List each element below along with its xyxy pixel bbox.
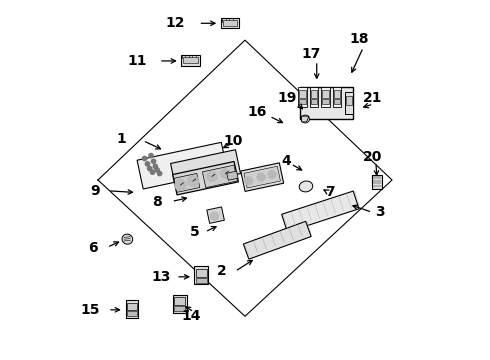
Text: 3: 3 bbox=[375, 205, 384, 219]
Circle shape bbox=[153, 164, 157, 168]
Polygon shape bbox=[174, 306, 185, 311]
Polygon shape bbox=[127, 303, 137, 310]
Text: 2: 2 bbox=[217, 265, 226, 278]
Circle shape bbox=[149, 153, 153, 158]
Ellipse shape bbox=[122, 234, 133, 244]
Polygon shape bbox=[241, 163, 284, 192]
Circle shape bbox=[157, 171, 162, 176]
Polygon shape bbox=[202, 165, 237, 188]
Polygon shape bbox=[322, 99, 329, 104]
Circle shape bbox=[175, 179, 186, 191]
Text: 16: 16 bbox=[248, 105, 267, 119]
Circle shape bbox=[147, 166, 152, 171]
Text: 17: 17 bbox=[302, 47, 321, 61]
Polygon shape bbox=[223, 21, 237, 26]
Polygon shape bbox=[171, 150, 241, 187]
Polygon shape bbox=[311, 90, 317, 98]
Polygon shape bbox=[344, 92, 353, 114]
Polygon shape bbox=[183, 57, 198, 63]
Circle shape bbox=[220, 168, 230, 179]
Polygon shape bbox=[334, 90, 340, 98]
Circle shape bbox=[245, 176, 253, 185]
Polygon shape bbox=[137, 142, 227, 189]
Polygon shape bbox=[301, 116, 309, 122]
Text: 21: 21 bbox=[363, 91, 382, 105]
Polygon shape bbox=[174, 174, 200, 192]
Polygon shape bbox=[321, 87, 330, 107]
Circle shape bbox=[151, 159, 156, 163]
Text: 11: 11 bbox=[128, 54, 147, 68]
Polygon shape bbox=[299, 99, 306, 104]
Polygon shape bbox=[299, 90, 306, 98]
Polygon shape bbox=[298, 87, 307, 107]
Polygon shape bbox=[244, 221, 311, 259]
Text: 6: 6 bbox=[88, 241, 98, 255]
Text: 9: 9 bbox=[90, 184, 100, 198]
Polygon shape bbox=[334, 99, 340, 104]
Polygon shape bbox=[221, 18, 239, 28]
Circle shape bbox=[150, 170, 155, 174]
Circle shape bbox=[143, 156, 147, 161]
Polygon shape bbox=[172, 295, 187, 313]
Text: 20: 20 bbox=[363, 150, 382, 164]
Text: 4: 4 bbox=[281, 154, 291, 168]
Text: 15: 15 bbox=[80, 303, 100, 317]
Circle shape bbox=[207, 171, 218, 182]
Polygon shape bbox=[346, 96, 352, 105]
Text: 14: 14 bbox=[181, 309, 201, 323]
Polygon shape bbox=[322, 90, 329, 98]
Polygon shape bbox=[196, 269, 207, 277]
Polygon shape bbox=[244, 166, 280, 188]
Polygon shape bbox=[227, 171, 238, 180]
Text: 18: 18 bbox=[349, 32, 369, 46]
Polygon shape bbox=[311, 99, 317, 104]
Polygon shape bbox=[310, 87, 318, 107]
Polygon shape bbox=[181, 55, 200, 66]
Ellipse shape bbox=[301, 115, 310, 123]
Circle shape bbox=[210, 212, 219, 221]
Circle shape bbox=[187, 175, 199, 187]
Ellipse shape bbox=[299, 181, 313, 192]
Polygon shape bbox=[333, 87, 341, 107]
Text: 7: 7 bbox=[325, 185, 335, 199]
Polygon shape bbox=[172, 162, 239, 195]
Text: 19: 19 bbox=[278, 91, 297, 105]
Text: 5: 5 bbox=[190, 225, 199, 239]
Polygon shape bbox=[372, 175, 382, 189]
Text: 13: 13 bbox=[151, 270, 171, 284]
Polygon shape bbox=[125, 301, 139, 318]
Text: 1: 1 bbox=[117, 132, 126, 146]
Circle shape bbox=[268, 170, 276, 179]
Polygon shape bbox=[207, 207, 224, 223]
Polygon shape bbox=[196, 278, 207, 283]
Circle shape bbox=[146, 162, 149, 166]
Text: 12: 12 bbox=[165, 16, 185, 30]
Polygon shape bbox=[300, 87, 353, 119]
Text: 10: 10 bbox=[224, 134, 243, 148]
Polygon shape bbox=[194, 266, 208, 284]
Circle shape bbox=[257, 173, 266, 181]
Polygon shape bbox=[127, 311, 137, 316]
Circle shape bbox=[155, 168, 159, 172]
Polygon shape bbox=[282, 191, 359, 232]
Polygon shape bbox=[174, 297, 185, 305]
Text: 8: 8 bbox=[152, 194, 162, 208]
